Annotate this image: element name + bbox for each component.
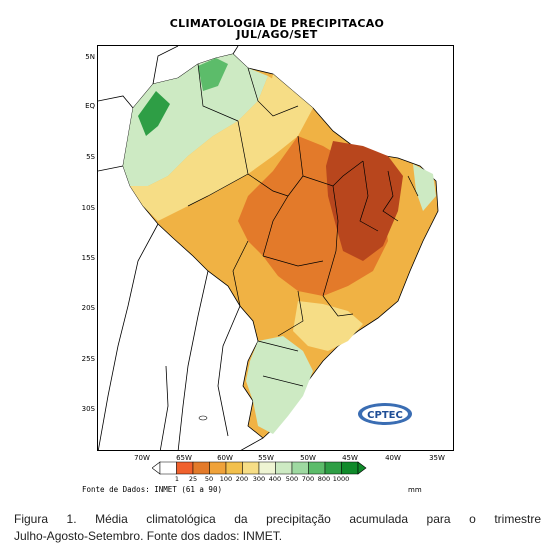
lon-tick-label: 50W [300,454,316,462]
lat-tick-label: 25S [81,355,95,363]
legend-label: 1000 [332,475,350,483]
lat-tick-label: EQ [85,102,95,110]
lon-tick-label: 45W [342,454,358,462]
legend-arrow-right [357,461,367,475]
transition-belt [130,76,313,221]
legend-label: 1 [174,475,180,483]
legend-unit: mm [408,486,422,494]
lat-tick-label: 20S [81,304,95,312]
lake-mark [198,415,208,421]
legend-label: 300 [252,475,266,483]
amazon-wet-zone [123,54,268,186]
data-source-note: Fonte de Dados: INMET (61 a 90) [82,485,222,494]
legend-label: 200 [235,475,249,483]
lat-tick-label: 15S [81,254,95,262]
legend-swatch [275,461,293,475]
legend-label: 100 [219,475,233,483]
legend-label: 400 [268,475,282,483]
legend-label: 25 [188,475,198,483]
legend-label: 700 [301,475,315,483]
lat-tick-label: 10S [81,204,95,212]
legend-label: 50 [204,475,214,483]
legend-swatch [324,461,342,475]
lat-tick-label: 5S [86,153,95,161]
lon-tick-label: 40W [385,454,401,462]
figure-caption: Figura 1. Média climatológica da precipi… [14,511,541,545]
southeast-region [293,301,363,351]
lon-tick-label: 70W [134,454,150,462]
lat-tick-label: 30S [81,405,95,413]
precipitation-map: CPTEC [97,45,454,451]
lon-tick-label: 35W [429,454,445,462]
lon-tick-label: 60W [217,454,233,462]
caption-line-1: Figura 1. Média climatológica da precipi… [14,512,541,526]
legend-label: 800 [317,475,331,483]
south-region [246,336,313,434]
legend-swatch [308,461,326,475]
map-subtitle: JUL/AGO/SET [236,28,318,41]
lon-tick-label: 55W [258,454,274,462]
country-borders [98,46,264,450]
legend-swatch [209,461,227,475]
legend-swatch [225,461,243,475]
caption-line-2: Julho-Agosto-Setembro. Fonte dos dados: … [14,529,283,543]
map-canvas: CPTEC [98,46,439,450]
legend-swatch [242,461,260,475]
cptec-logo: CPTEC [358,403,412,425]
lon-tick-label: 65W [176,454,192,462]
roraima-wet [198,58,228,91]
far-northwest-wet [138,91,170,136]
legend-swatch [258,461,276,475]
map-title: CLIMATOLOGIA DE PRECIPITACAO [169,17,385,30]
northeast-very-dry [326,141,403,261]
northeast-coast-wet [413,164,436,211]
legend-swatch [291,461,309,475]
legend-swatch [341,461,359,475]
state-boundaries [187,63,419,387]
legend-arrow-left [152,461,161,475]
lat-tick-label: 5N [85,53,95,61]
legend-swatch [192,461,210,475]
legend-colorbar [152,461,367,475]
legend-swatch [176,461,194,475]
legend-swatch [159,461,177,475]
logo-text: CPTEC [367,410,403,421]
legend-label: 500 [285,475,299,483]
